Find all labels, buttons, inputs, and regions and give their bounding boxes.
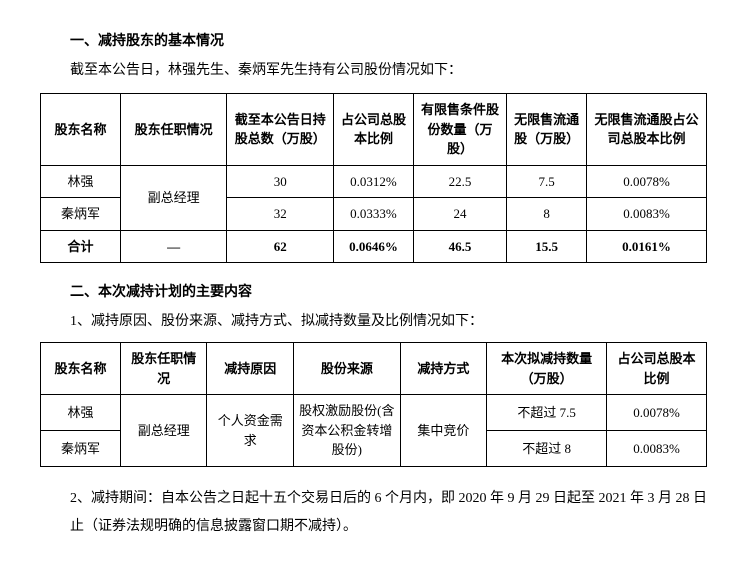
cell: 0.0333% [334, 198, 414, 231]
cell: 24 [413, 198, 506, 231]
cell: 不超过 8 [487, 431, 607, 467]
section2-title: 二、本次减持计划的主要内容 [70, 281, 707, 301]
cell: 秦炳军 [41, 198, 121, 231]
cell: 0.0078% [587, 165, 707, 198]
col-header: 本次拟减持数量（万股） [487, 343, 607, 395]
cell: 0.0083% [587, 198, 707, 231]
cell: 林强 [41, 165, 121, 198]
sum-row: 合计—620.0646%46.515.50.0161% [41, 230, 707, 263]
col-header: 股东任职情况 [120, 343, 207, 395]
cell: 副总经理 [120, 395, 207, 467]
col-header: 减持原因 [207, 343, 294, 395]
cell: 0.0312% [334, 165, 414, 198]
cell: 不超过 7.5 [487, 395, 607, 431]
col-header: 股东名称 [41, 94, 121, 166]
cell: — [120, 230, 227, 263]
cell: 合计 [41, 230, 121, 263]
cell: 30 [227, 165, 334, 198]
reduction-plan-table: 股东名称股东任职情况减持原因股份来源减持方式本次拟减持数量（万股）占公司总股本比… [40, 342, 707, 467]
cell: 46.5 [413, 230, 506, 263]
cell: 8 [507, 198, 587, 231]
section2-footnote: 2、减持期间：自本公告之日起十五个交易日后的 6 个月内，即 2020 年 9 … [70, 485, 707, 541]
cell: 0.0161% [587, 230, 707, 263]
cell: 7.5 [507, 165, 587, 198]
cell: 个人资金需求 [207, 395, 294, 467]
section1-intro: 截至本公告日，林强先生、秦炳军先生持有公司股份情况如下： [70, 58, 707, 83]
section1-title: 一、减持股东的基本情况 [70, 30, 707, 50]
cell: 集中竞价 [400, 395, 487, 467]
table-row: 林强副总经理300.0312%22.57.50.0078% [41, 165, 707, 198]
cell: 0.0646% [334, 230, 414, 263]
col-header: 减持方式 [400, 343, 487, 395]
holdings-table: 股东名称股东任职情况截至本公告日持股总数（万股）占公司总股本比例有限售条件股份数… [40, 93, 707, 263]
col-header: 股份来源 [294, 343, 401, 395]
cell: 股权激励股份(含资本公积金转增股份) [294, 395, 401, 467]
cell: 0.0083% [607, 431, 707, 467]
cell: 15.5 [507, 230, 587, 263]
table-row: 林强副总经理个人资金需求股权激励股份(含资本公积金转增股份)集中竞价不超过 7.… [41, 395, 707, 431]
cell: 32 [227, 198, 334, 231]
cell: 秦炳军 [41, 431, 121, 467]
col-header: 有限售条件股份数量（万股） [413, 94, 506, 166]
col-header: 占公司总股本比例 [334, 94, 414, 166]
section2-intro: 1、减持原因、股份来源、减持方式、拟减持数量及比例情况如下： [70, 309, 707, 334]
col-header: 股东名称 [41, 343, 121, 395]
cell: 副总经理 [120, 165, 227, 230]
cell: 22.5 [413, 165, 506, 198]
col-header: 无限售流通股（万股） [507, 94, 587, 166]
col-header: 占公司总股本比例 [607, 343, 707, 395]
col-header: 截至本公告日持股总数（万股） [227, 94, 334, 166]
cell: 林强 [41, 395, 121, 431]
cell: 0.0078% [607, 395, 707, 431]
col-header: 股东任职情况 [120, 94, 227, 166]
col-header: 无限售流通股占公司总股本比例 [587, 94, 707, 166]
cell: 62 [227, 230, 334, 263]
